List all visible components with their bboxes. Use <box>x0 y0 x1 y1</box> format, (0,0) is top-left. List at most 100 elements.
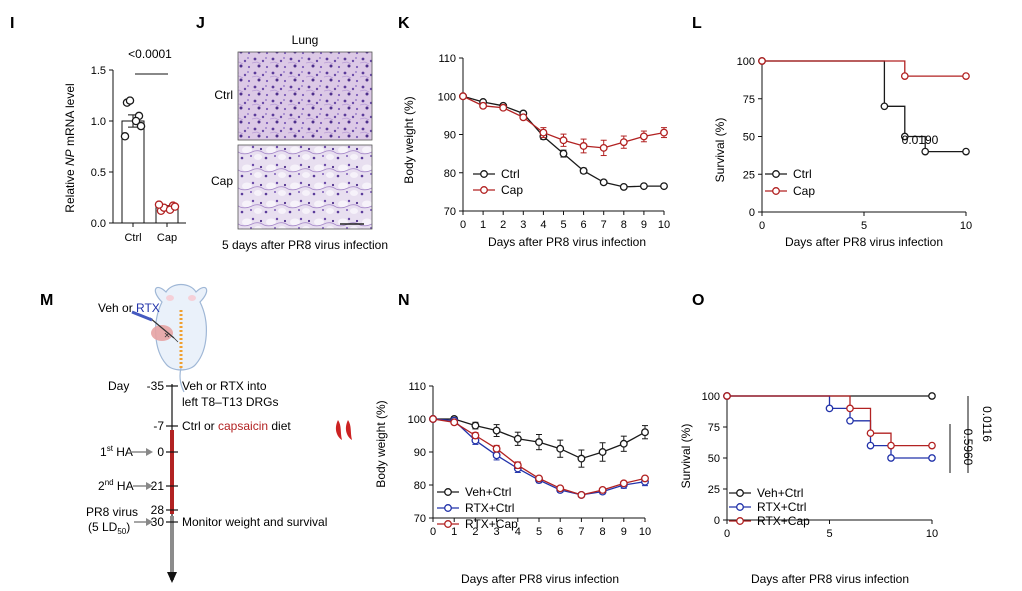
y-tick-label-o-axes: 25 <box>708 484 720 496</box>
timeline-day-30: 30 <box>151 515 165 529</box>
x-tick-label-o-axes: 0 <box>724 528 730 540</box>
panel-label-l: L <box>692 15 702 32</box>
data-point-cap <box>459 92 467 101</box>
censor-marker-rtx-ctrl <box>928 454 936 462</box>
x-tick-label-n-axes: 10 <box>639 526 651 538</box>
arrowhead-ha2 <box>146 482 153 490</box>
legend-marker-cap <box>772 187 780 195</box>
data-point-cap <box>154 200 164 209</box>
timeline-day-minus7: -7 <box>153 419 164 433</box>
legend-marker-veh-ctrl <box>736 489 744 497</box>
x-tick-label-n-axes: 9 <box>621 526 627 538</box>
x-tick-label-n-axes: 0 <box>430 526 436 538</box>
event-marker-rtx-ctrl <box>825 404 834 413</box>
x-tick-label-l-axes: 5 <box>861 220 867 232</box>
data-point-ctrl <box>131 116 141 126</box>
event-marker-rtx-cap <box>846 404 854 413</box>
x-tick-label-k-axes: 9 <box>641 219 647 231</box>
legend-marker-rtx-cap <box>736 517 744 525</box>
y-tick-label-i: 0.5 <box>91 167 106 179</box>
data-point-rtx-cap <box>535 474 543 483</box>
monitor-period-bar <box>170 516 174 580</box>
chart-i: 0.0 0.5 1.0 1.5 Ctrl Cap <0.0001 Relative NP… <box>63 47 186 244</box>
timeline-day-28: 28 <box>151 503 165 517</box>
data-point-rtx-cap <box>556 484 565 493</box>
y-tick-label-n-axes: 90 <box>414 447 426 459</box>
censor-marker-rtx-cap <box>723 392 731 400</box>
data-point-rtx-cap <box>598 486 607 494</box>
diet-period-bar <box>170 430 174 514</box>
timeline-day-minus35: -35 <box>147 379 165 393</box>
event-marker-rtx-ctrl <box>866 441 875 450</box>
data-point-cap <box>579 142 588 150</box>
y-label-i: Relative NP mRNA level <box>63 83 77 212</box>
histology-title: Lung <box>292 33 319 47</box>
panel-label-m: M <box>40 292 53 309</box>
y-label-k: Body weight (%) <box>402 96 416 183</box>
svg-text:✕: ✕ <box>164 331 171 340</box>
legend-label-rtx-ctrl: RTX+Ctrl <box>757 500 806 514</box>
data-point-ctrl <box>599 178 608 187</box>
legend-marker-veh-ctrl <box>444 488 452 496</box>
histology-image-cap <box>237 144 373 230</box>
chart-j: Lung Ctrl Cap 5 days after PR8 virus inf… <box>211 33 388 252</box>
y-tick-label-l-axes: 0 <box>749 207 755 219</box>
arrowhead-ha1 <box>146 448 153 456</box>
marks-l <box>758 57 970 156</box>
event-marker-rtx-ctrl <box>846 416 854 425</box>
legend-label-ctrl: Ctrl <box>793 167 812 181</box>
x-tick-label-k-axes: 5 <box>560 219 566 231</box>
y-tick-label-l-axes: 100 <box>737 56 755 68</box>
data-point-rtx-cap <box>577 490 586 499</box>
x-tick-label-k-axes: 2 <box>500 219 506 231</box>
panel-label-j: J <box>196 15 205 32</box>
x-tick-label-n-axes: 1 <box>451 526 457 538</box>
legend-marker-rtx-cap <box>444 520 452 528</box>
axes-i: 0.0 0.5 1.0 1.5 <box>91 65 186 230</box>
y-tick-label-l-axes: 75 <box>743 94 755 106</box>
y-tick-label-k-axes: 70 <box>444 206 456 218</box>
data-point-rtx-ctrl <box>492 451 501 460</box>
x-label-o: Days after PR8 virus infection <box>751 572 909 586</box>
data-point-ctrl <box>136 121 146 131</box>
timeline-event-diet: Ctrl or capsaicin diet <box>182 419 291 433</box>
axes-k: 70 80 90 100 110 0 1 2 3 4 5 6 7 8 9 10 <box>438 53 670 231</box>
event-marker-rtx-cap <box>866 429 875 438</box>
data-point-veh-ctrl <box>556 444 565 453</box>
legend-label-rtx-cap: RTX+Cap <box>757 514 810 528</box>
y-tick-label-n-axes: 100 <box>408 414 426 426</box>
censor-marker-ctrl <box>962 147 970 156</box>
event-marker-rtx-cap <box>887 441 895 450</box>
survival-curve-rtx-ctrl <box>727 395 932 459</box>
event-marker-ctrl <box>880 102 889 111</box>
x-tick-label-n-axes: 6 <box>557 526 563 538</box>
panel-label-n: N <box>398 292 410 309</box>
legend-marker-rtx-ctrl <box>736 503 744 511</box>
censor-marker-rtx-cap <box>928 441 936 450</box>
legend-label-veh-ctrl: Veh+Ctrl <box>465 485 511 499</box>
pepper-icon <box>335 420 352 440</box>
timeline-day-21: 21 <box>151 479 165 493</box>
event-marker-cap <box>900 72 909 80</box>
data-point-ctrl <box>619 182 628 191</box>
survival-curve-cap <box>762 60 966 77</box>
chart-l: 0 25 50 75 100 0 5 10 Survival (%) Days after P… <box>713 56 972 249</box>
y-tick-label-n-axes: 80 <box>414 480 426 492</box>
x-tick-label-o-axes: 5 <box>826 528 832 540</box>
x-tick-label-n-axes: 8 <box>600 526 606 538</box>
data-point-cap <box>660 128 668 137</box>
data-point-veh-ctrl <box>492 426 501 435</box>
timeline-event-rtx: Veh or RTX into <box>182 379 267 393</box>
data-point-veh-ctrl <box>577 454 586 463</box>
y-tick-label-n-axes: 110 <box>408 381 426 393</box>
y-label-o: Survival (%) <box>679 424 693 489</box>
y-tick-label-k-axes: 90 <box>444 130 456 142</box>
histology-row-label-ctrl: Ctrl <box>214 88 233 102</box>
y-tick-label-l-axes: 50 <box>743 132 755 144</box>
data-point-veh-ctrl <box>619 439 628 448</box>
x-tick-label-k-axes: 4 <box>540 219 546 231</box>
x-tick-label-n-axes: 3 <box>494 526 500 538</box>
timeline-day-0: 0 <box>157 445 164 459</box>
data-point-veh-ctrl <box>513 434 522 443</box>
